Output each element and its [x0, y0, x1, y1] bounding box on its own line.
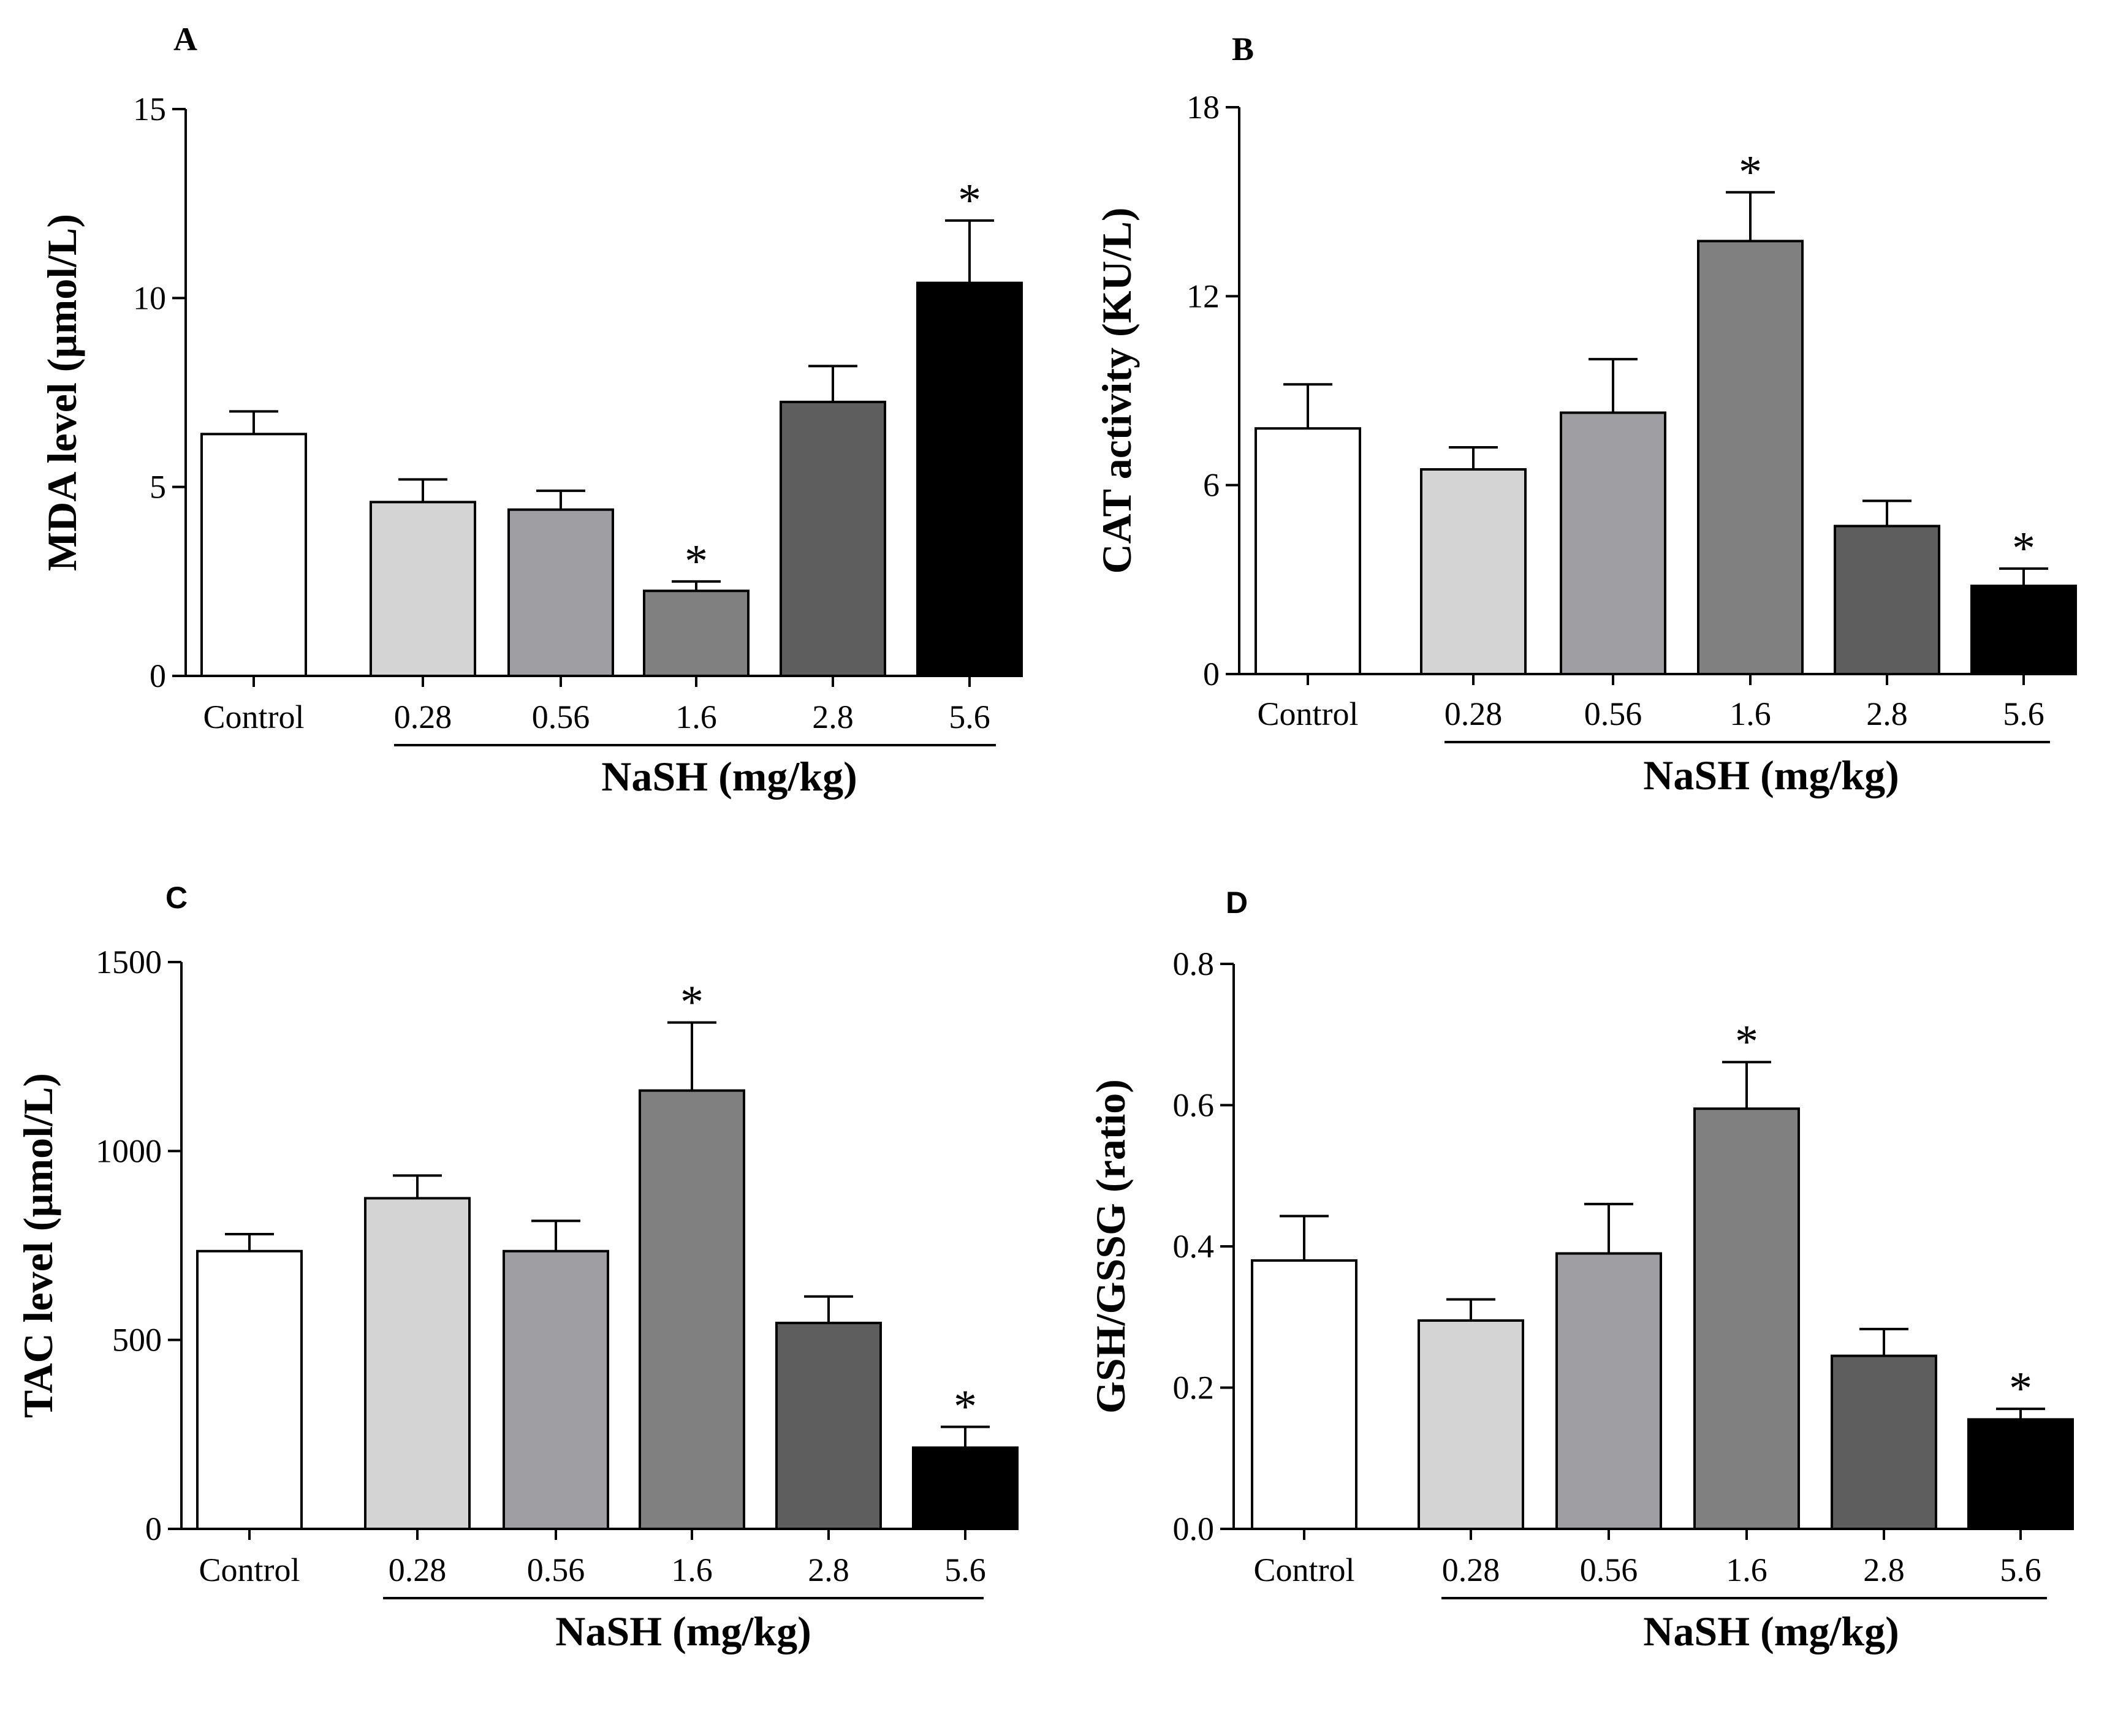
- x-axis-title: NaSH (mg/kg): [1643, 1608, 1899, 1655]
- bar: [916, 281, 1023, 677]
- y-tick-label: 0.0: [1173, 1510, 1215, 1547]
- bar: [1970, 585, 2077, 675]
- panel-label-c: C: [165, 881, 188, 915]
- significance-marker: *: [954, 1381, 977, 1433]
- x-tick-label: 0.28: [394, 699, 452, 735]
- y-tick-label: 12: [1186, 278, 1220, 314]
- bar: [1251, 1259, 1357, 1531]
- x-tick-label: Control: [199, 1552, 300, 1588]
- x-tick-label: 0.28: [389, 1552, 447, 1588]
- x-tick-label: 5.6: [944, 1552, 986, 1588]
- x-tick-label: 5.6: [2003, 696, 2044, 732]
- y-axis-title: TAC level (µmol/L): [15, 1073, 61, 1418]
- y-tick-label: 1500: [96, 944, 162, 980]
- y-tick-label: 1000: [96, 1132, 162, 1169]
- significance-marker: *: [1735, 1016, 1758, 1067]
- y-tick-label: 0: [150, 658, 166, 694]
- x-tick-label: 1.6: [675, 699, 717, 735]
- x-tick-label: 0.56: [1584, 696, 1642, 732]
- x-tick-label: 5.6: [2000, 1552, 2041, 1588]
- y-tick-label: 0.6: [1173, 1087, 1215, 1124]
- panel-label-a: A: [173, 21, 197, 58]
- bar: [1831, 1354, 1937, 1530]
- y-tick-label: 18: [1186, 89, 1220, 126]
- x-tick-label: 1.6: [1726, 1552, 1767, 1588]
- bar: [639, 1089, 745, 1530]
- y-tick-label: 5: [150, 469, 166, 506]
- x-tick-label: 2.8: [1863, 1552, 1905, 1588]
- bar: [1555, 1252, 1662, 1531]
- bar: [1420, 468, 1527, 675]
- y-tick-label: 0.4: [1173, 1228, 1215, 1265]
- y-tick-label: 0.2: [1173, 1370, 1215, 1406]
- bar: [1834, 525, 1940, 675]
- y-axis-title: MDA level (µmol/L): [39, 214, 85, 571]
- bar: [507, 508, 614, 678]
- x-tick-label: 2.8: [808, 1552, 849, 1588]
- y-axis-title: CAT activity (KU/L): [1093, 207, 1140, 574]
- x-tick-label: 5.6: [949, 699, 990, 735]
- panel-label-b: B: [1232, 31, 1254, 67]
- x-tick-label: Control: [203, 699, 304, 735]
- y-tick-label: 500: [112, 1322, 162, 1359]
- significance-marker: *: [680, 977, 704, 1028]
- x-tick-label: 1.6: [671, 1552, 713, 1588]
- x-tick-label: 0.56: [1580, 1552, 1638, 1588]
- bar: [364, 1197, 471, 1530]
- x-tick-label: 0.28: [1442, 1552, 1500, 1588]
- x-tick-label: 2.8: [1866, 696, 1908, 732]
- panel-a: A Control 0.28 0.56 * 1.6 2.8 * 5.6 0 5 10 15 NaSH (…: [39, 21, 1023, 800]
- significance-marker: *: [2009, 1363, 2032, 1414]
- x-tick-label: 0.56: [527, 1552, 585, 1588]
- bar: [370, 501, 476, 677]
- panel-b: B Control 0.28 0.56 * 1.6 2.8 * 5.6 0 6 12 18 NaSH (…: [1093, 31, 2077, 798]
- panel-d: D Control 0.28 0.56 * 1.6 2.8 * 5.6 0.0 0.2 0.4 0.6…: [1087, 885, 2074, 1655]
- bar: [1418, 1319, 1524, 1530]
- bar: [196, 1249, 303, 1530]
- x-tick-label: Control: [1253, 1552, 1354, 1588]
- panel-c: C Control 0.28 0.56 * 1.6 2.8 * 5.6 0 500 1000 1500…: [15, 881, 1019, 1655]
- x-axis-title: NaSH (mg/kg): [555, 1608, 811, 1655]
- bar: [503, 1249, 609, 1530]
- x-axis-title: NaSH (mg/kg): [601, 753, 857, 800]
- y-tick-label: 15: [133, 91, 166, 127]
- bar: [912, 1446, 1019, 1531]
- y-tick-label: 10: [133, 279, 166, 316]
- y-tick-label: 0.8: [1173, 946, 1215, 982]
- y-tick-label: 6: [1203, 467, 1220, 504]
- x-tick-label: 1.6: [1729, 696, 1771, 732]
- y-tick-label: 0: [145, 1510, 162, 1547]
- bar: [1255, 427, 1361, 676]
- x-tick-label: Control: [1257, 696, 1358, 732]
- bar: [643, 589, 750, 677]
- y-axis-title: GSH/GSSG (ratio): [1087, 1079, 1134, 1414]
- significance-marker: *: [685, 536, 708, 587]
- bar: [780, 400, 886, 678]
- bar: [775, 1321, 882, 1531]
- bar: [1967, 1418, 2074, 1531]
- bar: [200, 433, 307, 677]
- significance-marker: *: [1739, 146, 1762, 198]
- significance-marker: *: [2012, 523, 2035, 574]
- x-tick-label: 0.28: [1445, 696, 1503, 732]
- bar: [1693, 1107, 1800, 1530]
- panel-label-d: D: [1226, 885, 1248, 920]
- bar: [1697, 240, 1804, 675]
- significance-marker: *: [958, 175, 981, 226]
- x-tick-label: 2.8: [812, 699, 854, 735]
- y-tick-label: 0: [1203, 656, 1220, 692]
- x-axis-title: NaSH (mg/kg): [1643, 752, 1899, 798]
- x-tick-label: 0.56: [532, 699, 590, 735]
- bar: [1560, 411, 1666, 675]
